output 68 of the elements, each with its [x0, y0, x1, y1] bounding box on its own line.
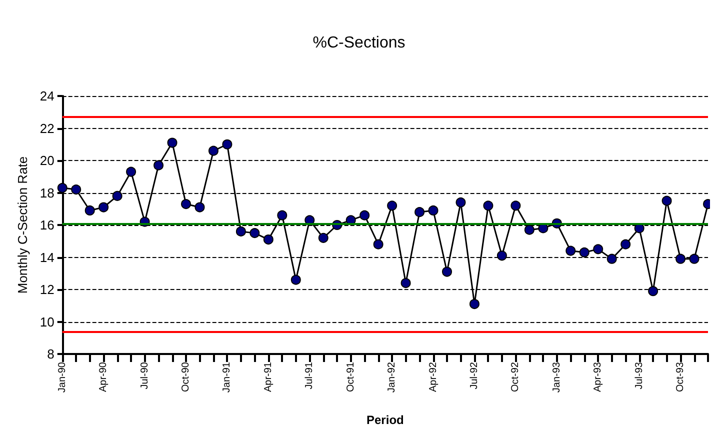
point — [676, 254, 686, 264]
y-tick-label: 24 — [40, 88, 54, 104]
point — [483, 200, 494, 211]
point — [469, 299, 480, 310]
point — [360, 210, 370, 220]
chart-title: %C-Sections — [312, 34, 406, 52]
x-tick-label: Jul-91 — [304, 362, 316, 390]
x-tick-label: Oct-90 — [180, 362, 192, 392]
x-tick-label: Jan-93 — [551, 362, 562, 393]
x-tick-label: Oct-92 — [510, 362, 522, 392]
y-axis-title: Monthly C-Section Rate — [15, 156, 30, 294]
point — [456, 197, 466, 208]
point — [290, 274, 301, 285]
point — [57, 182, 68, 193]
point — [250, 228, 260, 238]
y-tick-label: 20 — [40, 153, 54, 168]
x-tick-label: Jul-90 — [139, 362, 150, 390]
point — [606, 254, 617, 264]
point — [154, 160, 164, 170]
y-tick-label: 16 — [40, 218, 54, 232]
y-tick-label: 18 — [40, 185, 54, 200]
point — [524, 224, 534, 235]
point — [71, 184, 82, 195]
point — [387, 200, 398, 211]
point — [263, 234, 274, 245]
x-tick-label: Apr-92 — [428, 362, 439, 392]
point — [579, 247, 590, 258]
point — [277, 210, 288, 220]
x-tick-label: Jan-92 — [386, 362, 398, 393]
point — [442, 266, 452, 277]
y-tick-label: 8 — [47, 346, 54, 362]
y-tick-label: 10 — [40, 314, 54, 330]
point — [662, 196, 672, 206]
x-axis-title: Period — [366, 413, 404, 427]
point — [373, 239, 384, 250]
point — [126, 166, 136, 177]
x-tick-label: Oct-93 — [675, 362, 686, 392]
point — [566, 246, 576, 256]
point — [194, 202, 205, 212]
point — [222, 139, 232, 150]
point — [620, 239, 631, 250]
x-tick-label: Oct-91 — [345, 362, 356, 392]
x-tick-label: Apr-93 — [592, 362, 604, 392]
x-tick-label: Jul-93 — [634, 362, 645, 390]
point — [648, 286, 658, 296]
point — [208, 146, 218, 156]
point — [318, 232, 328, 243]
point — [689, 254, 700, 264]
x-tick-label: Jan-90 — [56, 362, 68, 393]
point — [112, 190, 122, 201]
y-tick-label: 14 — [40, 250, 54, 265]
point — [98, 202, 109, 212]
x-tick-label: Jan-91 — [222, 362, 233, 393]
x-tick-label: Apr-90 — [98, 362, 110, 392]
x-tick-label: Apr-91 — [262, 362, 274, 392]
point — [167, 138, 178, 148]
x-tick-label: Jul-92 — [468, 362, 480, 390]
y-tick-label: 12 — [40, 282, 54, 297]
point — [414, 207, 425, 218]
point — [400, 278, 411, 288]
point — [428, 205, 438, 216]
point — [181, 199, 191, 210]
point — [496, 250, 507, 261]
y-tick-label: 22 — [40, 120, 54, 136]
point — [593, 244, 604, 254]
point — [510, 200, 521, 211]
point — [236, 226, 246, 236]
point — [84, 205, 95, 216]
